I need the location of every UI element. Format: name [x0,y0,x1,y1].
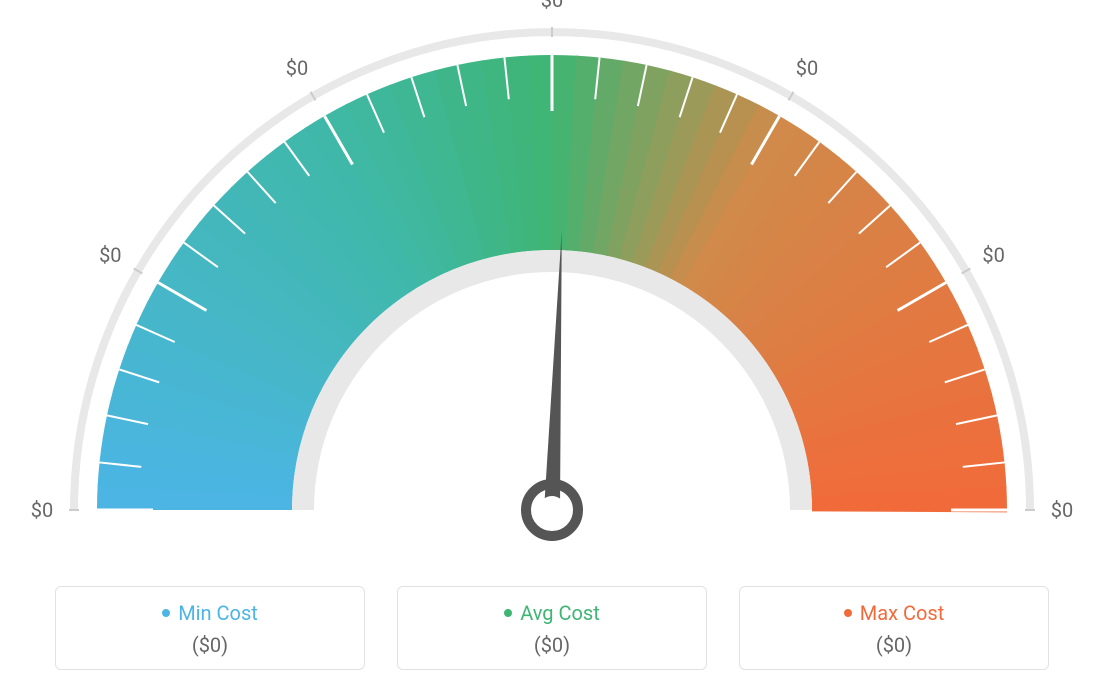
gauge-tick-label: $0 [982,243,1004,267]
legend-card-min: Min Cost ($0) [55,586,365,670]
legend-label-avg: Avg Cost [520,601,600,625]
gauge-area: $0 $0 $0 $0 $0 $0 $0 [0,0,1104,560]
gauge-tick-label: $0 [99,243,121,267]
legend-row: Min Cost ($0) Avg Cost ($0) Max Cost ($0… [0,586,1104,670]
legend-dot-avg [504,609,512,617]
legend-label-max: Max Cost [860,601,945,625]
gauge-tick-label: $0 [286,56,308,80]
legend-card-avg: Avg Cost ($0) [397,586,707,670]
gauge-tick-label: $0 [541,0,563,12]
legend-dot-max [844,609,852,617]
gauge-svg [0,0,1104,560]
legend-value-min: ($0) [56,633,364,657]
legend-label-min: Min Cost [178,601,258,625]
legend-dot-min [162,609,170,617]
legend-value-avg: ($0) [398,633,706,657]
gauge-tick-label: $0 [1051,498,1073,522]
legend-card-max: Max Cost ($0) [739,586,1049,670]
gauge-tick-label: $0 [796,56,818,80]
legend-title-min: Min Cost [162,601,258,625]
legend-title-max: Max Cost [844,601,945,625]
gauge-chart-container: $0 $0 $0 $0 $0 $0 $0 Min Cost ($0) Avg Cost ($… [0,0,1104,690]
gauge-tick-label: $0 [31,498,53,522]
legend-value-max: ($0) [740,633,1048,657]
legend-title-avg: Avg Cost [504,601,600,625]
